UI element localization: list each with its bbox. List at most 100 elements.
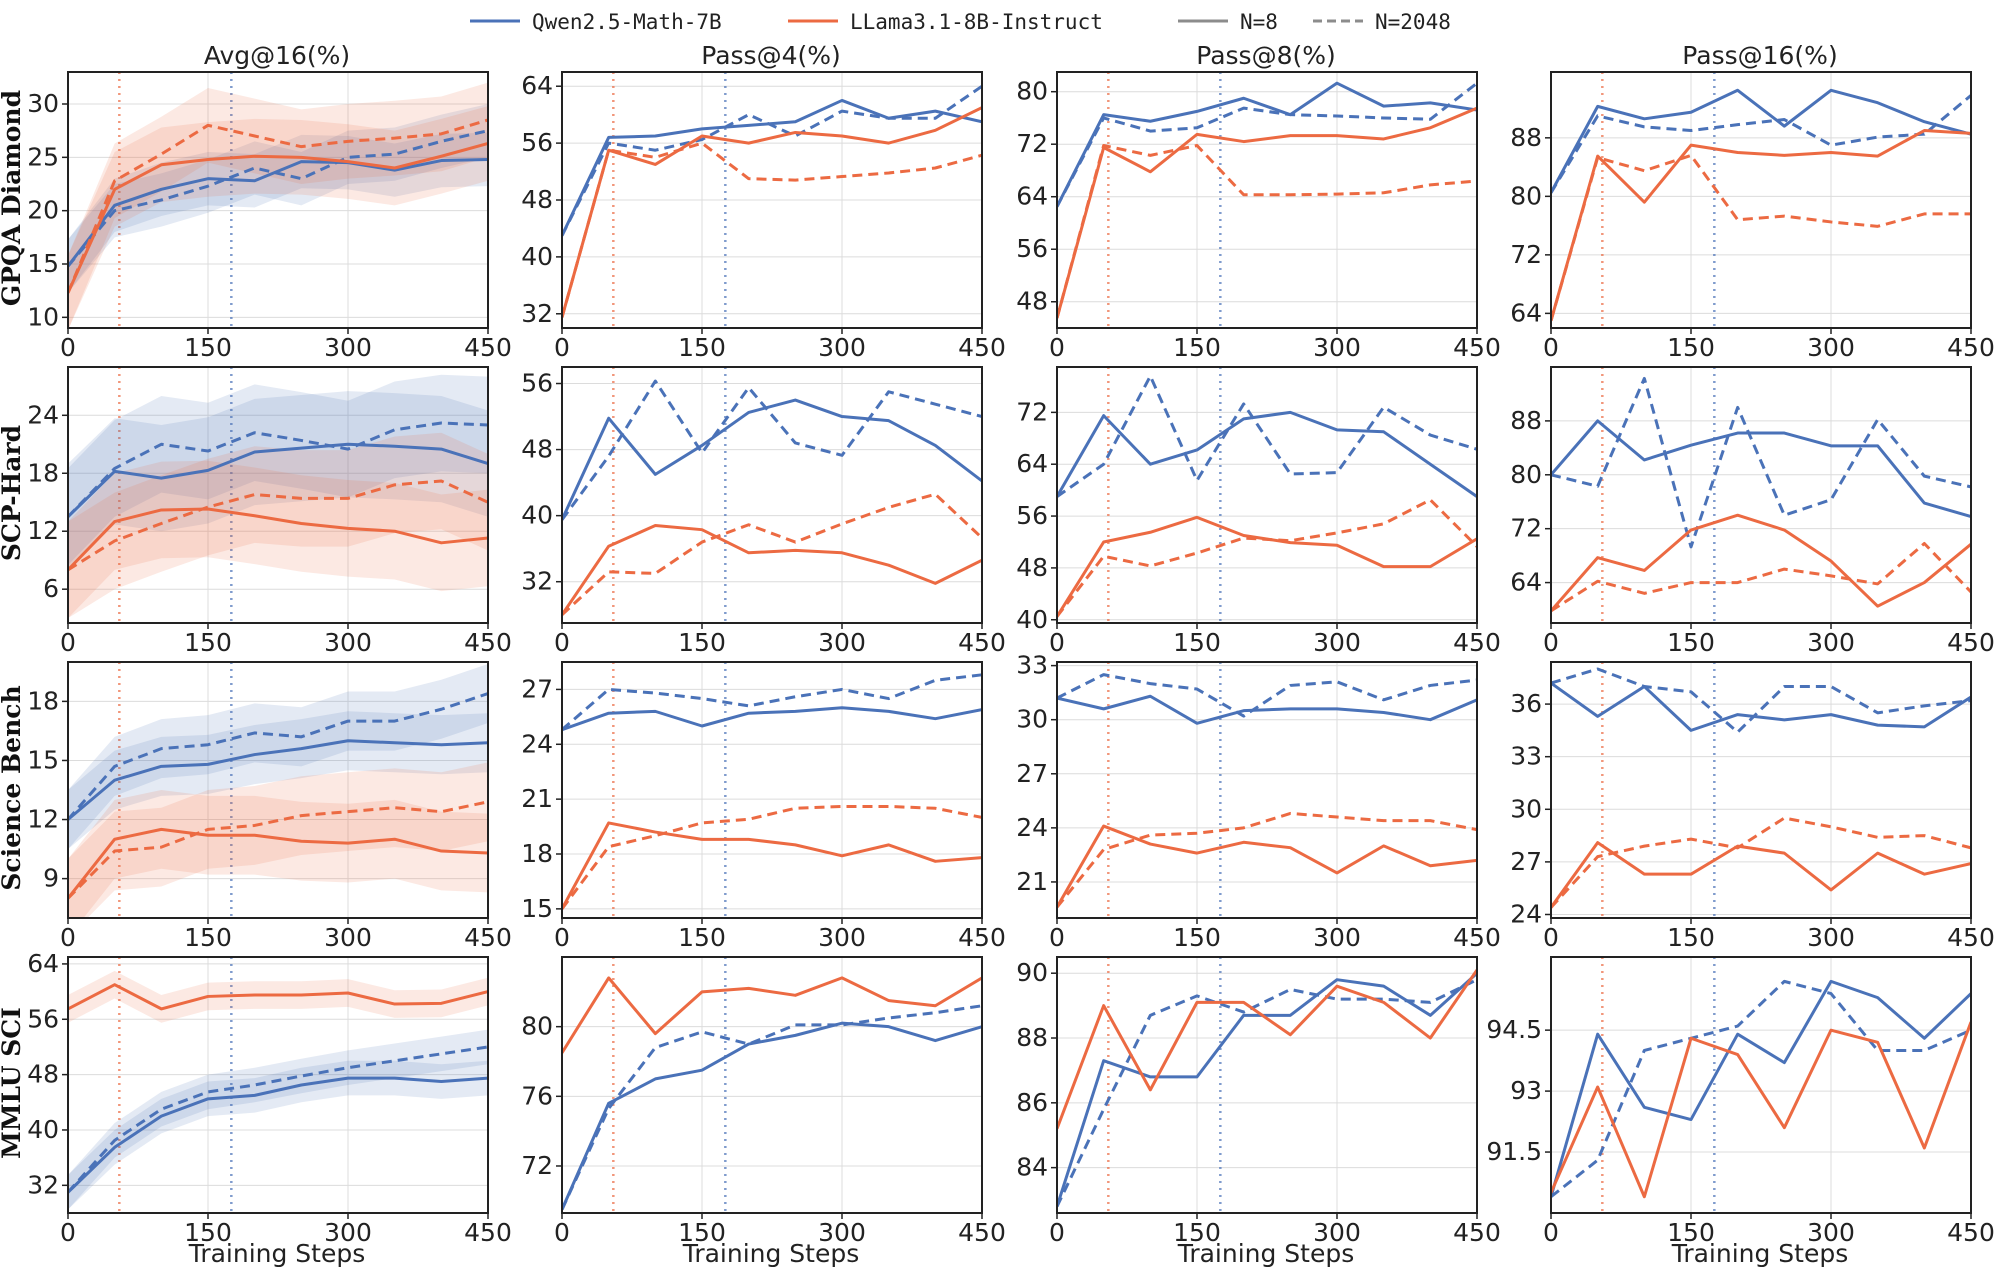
y-tick-label: 80 (521, 1012, 553, 1041)
panel-gpqa-diamond-pass-8: 48 56 64 72 80 0 150 300 450 (1016, 71, 1501, 362)
legend-label-n2048: N=2048 (1375, 10, 1451, 34)
x-tick-label: 450 (464, 923, 512, 952)
series-line-qwen2-5-math-7b-n-8 (1551, 88, 1971, 194)
axes-frame (1056, 661, 1478, 919)
y-tick-label: 25 (27, 142, 59, 171)
confidence-band-qwen2-5-math-7b-n-2048 (68, 1029, 488, 1210)
plot-area (68, 970, 488, 1210)
y-tick-label: 9 (43, 864, 59, 893)
y-tick-label: 24 (521, 729, 553, 758)
x-tick-label: 300 (324, 628, 372, 657)
plot-area (1551, 376, 1971, 613)
axes-frame (561, 661, 983, 919)
y-tick-label: 30 (1510, 794, 1542, 823)
y-tick-label: 18 (521, 839, 553, 868)
x-tick-label: 0 (1543, 333, 1559, 362)
x-tick-label: 0 (1049, 1218, 1065, 1247)
y-tick-label: 18 (27, 458, 59, 487)
axes-frame (1550, 71, 1972, 329)
series-line-llama3-1-8b-instruct-n-8 (1551, 841, 1971, 909)
axes-frame (1550, 366, 1972, 624)
y-tick-label: 88 (1510, 123, 1542, 152)
series-line-llama3-1-8b-instruct-n-2048 (562, 141, 982, 318)
series-line-llama3-1-8b-instruct-n-2048 (1551, 816, 1971, 909)
confidence-band-qwen2-5-math-7b-n-2048 (68, 374, 488, 566)
x-tick-label: 150 (678, 628, 726, 657)
legend: Qwen2.5-Math-7B LLama3.1-8B-Instruct N=8… (470, 10, 1451, 34)
x-tick-label: 450 (1453, 1218, 1501, 1247)
y-tick-label: 72 (521, 1151, 553, 1180)
plot-area (1057, 673, 1477, 909)
panel-mmlu-sci-pass-16: 91.5 93 94.5 0 150 300 450 (1486, 956, 1995, 1247)
series-line-llama3-1-8b-instruct-n-2048 (68, 800, 488, 900)
series-line-llama3-1-8b-instruct-n-2048 (1551, 542, 1971, 613)
y-tick-label: 56 (521, 128, 553, 157)
series-line-llama3-1-8b-instruct-n-8 (68, 983, 488, 1011)
series-line-llama3-1-8b-instruct-n-8 (68, 142, 488, 294)
y-tick-label: 64 (1510, 298, 1542, 327)
y-tick-label: 72 (1016, 129, 1048, 158)
y-tick-label: 80 (1016, 77, 1048, 106)
series-line-llama3-1-8b-instruct-n-8 (562, 524, 982, 616)
y-tick-label: 72 (1016, 397, 1048, 426)
panel-gpqa-diamond-pass-16: 64 72 80 88 0 150 300 450 (1510, 71, 1995, 362)
y-tick-label: 24 (27, 400, 59, 429)
x-tick-label: 150 (184, 333, 232, 362)
column-title-pass8: Pass@8(%) (1196, 41, 1336, 70)
y-tick-label: 88 (1510, 406, 1542, 435)
x-tick-label: 150 (678, 333, 726, 362)
y-tick-label: 56 (521, 369, 553, 398)
axes-frame (67, 366, 489, 624)
x-tick-label: 0 (1543, 923, 1559, 952)
series-line-llama3-1-8b-instruct-n-8 (1057, 824, 1477, 908)
y-tick-label: 48 (1016, 553, 1048, 582)
series-line-qwen2-5-math-7b-n-2048 (68, 421, 488, 518)
confidence-band-qwen2-5-math-7b-n-2048 (68, 663, 488, 850)
y-tick-label: 93 (1510, 1076, 1542, 1105)
y-tick-label: 40 (1016, 605, 1048, 634)
y-tick-label: 18 (27, 686, 59, 715)
y-tick-label: 64 (1016, 449, 1048, 478)
plot-area (1551, 979, 1971, 1199)
x-tick-label: 300 (818, 333, 866, 362)
x-tick-label: 0 (554, 923, 570, 952)
series-line-llama3-1-8b-instruct-n-2048 (1057, 811, 1477, 909)
series-line-qwen2-5-math-7b-n-2048 (1057, 673, 1477, 718)
confidence-band-qwen2-5-math-7b-n-8 (68, 1060, 488, 1210)
confidence-band-llama3-1-8b-instruct-n-2048 (68, 762, 488, 918)
series-line-qwen2-5-math-7b-n-8 (68, 739, 488, 821)
y-tick-label: 12 (27, 805, 59, 834)
series-line-qwen2-5-math-7b-n-2048 (562, 84, 982, 237)
legend-label-n8: N=8 (1240, 10, 1278, 34)
panel-science-bench-avg-16: 9 12 15 18 0 150 300 450 (27, 661, 512, 952)
x-tick-label: 0 (1049, 923, 1065, 952)
series-line-llama3-1-8b-instruct-n-2048 (68, 118, 488, 294)
x-tick-label: 0 (60, 1218, 76, 1247)
series-line-llama3-1-8b-instruct-n-2048 (1057, 144, 1477, 319)
x-tick-label: 0 (1543, 628, 1559, 657)
y-tick-label: 15 (27, 745, 59, 774)
series-line-llama3-1-8b-instruct-n-2048 (562, 492, 982, 616)
x-tick-label: 0 (1543, 1218, 1559, 1247)
series-line-qwen2-5-math-7b-n-8 (1551, 681, 1971, 732)
plot-area (562, 379, 982, 616)
y-tick-label: 21 (1016, 867, 1048, 896)
x-tick-label: 300 (324, 333, 372, 362)
x-tick-label: 150 (1667, 628, 1715, 657)
y-tick-label: 15 (521, 894, 553, 923)
y-tick-label: 56 (1016, 234, 1048, 263)
panel-scp-hard-pass-16: 64 72 80 88 0 150 300 450 (1510, 366, 1995, 657)
x-tick-label: 450 (1947, 923, 1995, 952)
x-tick-label: 450 (958, 923, 1006, 952)
y-tick-label: 12 (27, 516, 59, 545)
series-line-qwen2-5-math-7b-n-8 (562, 398, 982, 521)
panel-mmlu-sci-avg-16: 32 40 48 56 64 0 150 300 450 (27, 949, 512, 1247)
series-line-qwen2-5-math-7b-n-8 (1057, 694, 1477, 725)
series-line-qwen2-5-math-7b-n-8 (562, 706, 982, 732)
row-label-science-bench: Science Bench (0, 685, 26, 890)
y-tick-label: 30 (1016, 705, 1048, 734)
x-tick-label: 450 (1947, 333, 1995, 362)
series-line-qwen2-5-math-7b-n-2048 (1551, 667, 1971, 734)
y-tick-label: 27 (1510, 847, 1542, 876)
